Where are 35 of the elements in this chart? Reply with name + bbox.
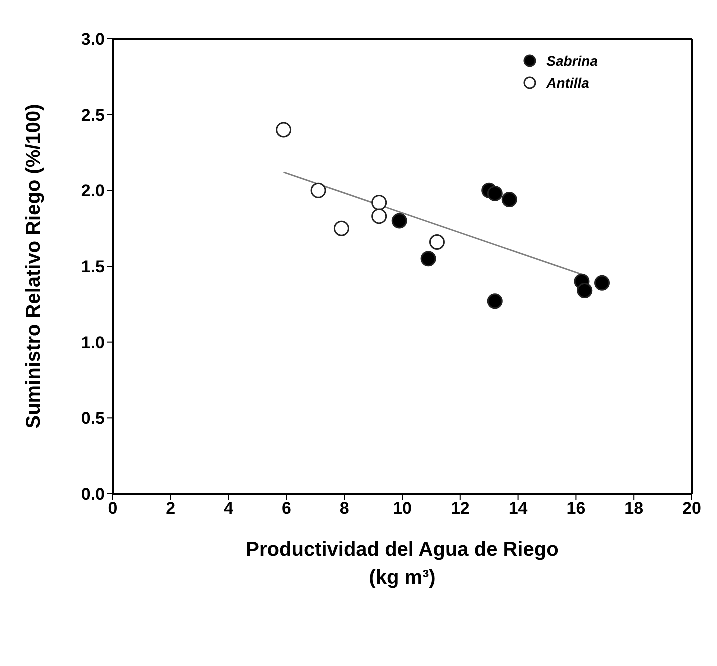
x-tick-label: 6 — [282, 499, 292, 518]
x-tick-label: 4 — [224, 499, 234, 518]
legend-label: Sabrina — [546, 53, 598, 69]
y-tick-label: 1.5 — [81, 258, 105, 277]
point — [577, 283, 593, 299]
x-tick-label: 20 — [682, 499, 702, 518]
x-tick-label: 0 — [108, 499, 118, 518]
point — [487, 294, 503, 310]
point — [487, 186, 503, 202]
point — [310, 182, 326, 198]
x-tick-label: 10 — [393, 499, 412, 518]
x-tick-label: 16 — [566, 499, 586, 518]
x-axis-title: Productividad del Agua de Riego (kg m³) — [246, 539, 559, 589]
y-axis-title: Suministro Relativo Riego (%/100) — [23, 104, 46, 429]
point — [372, 208, 388, 224]
x-tick-label: 12 — [450, 499, 470, 518]
y-tick-label: 2.5 — [81, 106, 105, 125]
point — [502, 192, 518, 208]
point — [594, 275, 610, 291]
point — [392, 213, 408, 229]
y-tick-label: 1.0 — [81, 333, 105, 352]
y-tick-label: 2.0 — [81, 182, 105, 201]
y-tick-label: 0.5 — [81, 409, 105, 428]
x-tick-label: 14 — [508, 499, 528, 518]
y-tick-label: 0.0 — [81, 485, 105, 504]
point — [276, 122, 292, 138]
point — [420, 251, 436, 267]
y-tick-label: 3.0 — [81, 30, 105, 50]
point — [372, 195, 388, 211]
point — [334, 220, 350, 236]
x-tick-label: 2 — [166, 499, 176, 518]
x-tick-label: 18 — [624, 499, 644, 518]
x-tick-label: 8 — [340, 499, 350, 518]
point — [429, 234, 445, 250]
legend-label: Antilla — [546, 75, 590, 91]
